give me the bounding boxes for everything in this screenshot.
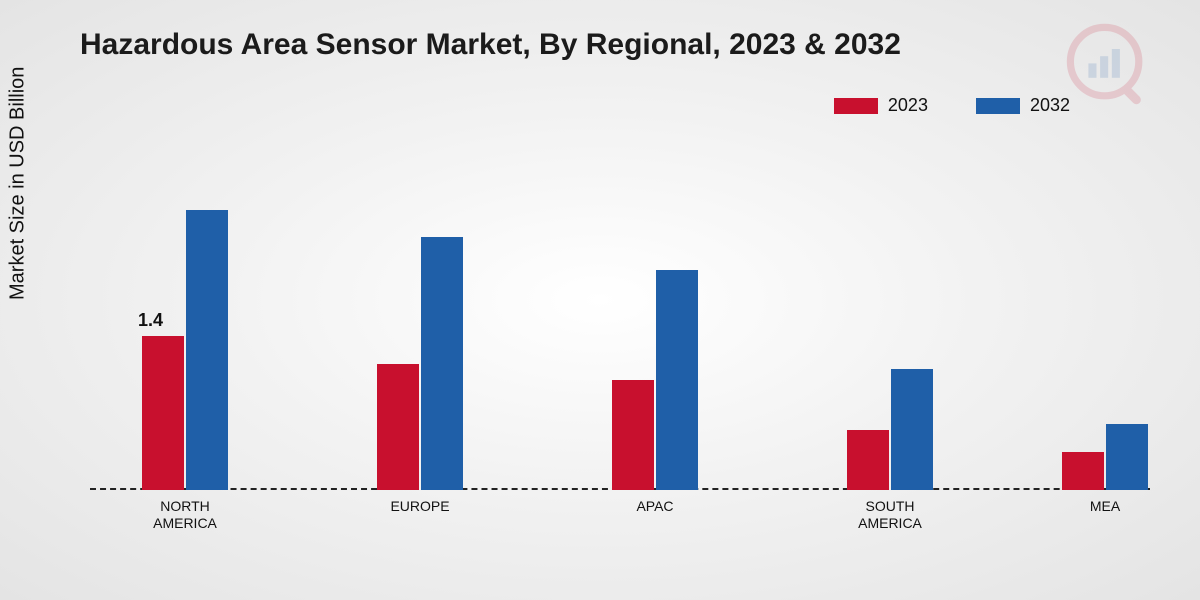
bar-2032 [1106, 424, 1148, 490]
legend-item-2032: 2032 [976, 95, 1070, 116]
bar-value-label: 1.4 [138, 310, 163, 331]
x-axis-category-label: MEA [1090, 498, 1120, 515]
bar-group [1062, 424, 1148, 490]
y-axis-label: Market Size in USD Billion [7, 67, 30, 300]
bar-2023 [847, 430, 889, 491]
legend: 2023 2032 [834, 95, 1070, 116]
bar-2032 [421, 237, 463, 490]
bar-2032 [656, 270, 698, 490]
bar-2023 [377, 364, 419, 491]
x-axis-category-label: SOUTH AMERICA [858, 498, 922, 532]
legend-label-2023: 2023 [888, 95, 928, 116]
bar-2023 [1062, 452, 1104, 491]
chart-title: Hazardous Area Sensor Market, By Regiona… [80, 28, 901, 62]
x-axis-category-label: APAC [636, 498, 673, 515]
legend-swatch-2023 [834, 98, 878, 114]
bar-group: 1.4 [142, 210, 228, 491]
bar-2023: 1.4 [142, 336, 184, 490]
brand-logo-icon [1065, 22, 1155, 112]
chart-plot-area: 1.4 [90, 160, 1150, 490]
bar-group [612, 270, 698, 490]
x-axis-category-label: EUROPE [390, 498, 449, 515]
x-axis-category-label: NORTH AMERICA [153, 498, 217, 532]
x-axis-labels: NORTH AMERICA EUROPE APAC SOUTH AMERICA MEA [90, 498, 1150, 558]
bar-2032 [891, 369, 933, 490]
bar-2032 [186, 210, 228, 491]
bar-group [377, 237, 463, 490]
legend-swatch-2032 [976, 98, 1020, 114]
bar-2023 [612, 380, 654, 490]
bar-group [847, 369, 933, 490]
legend-item-2023: 2023 [834, 95, 928, 116]
legend-label-2032: 2032 [1030, 95, 1070, 116]
